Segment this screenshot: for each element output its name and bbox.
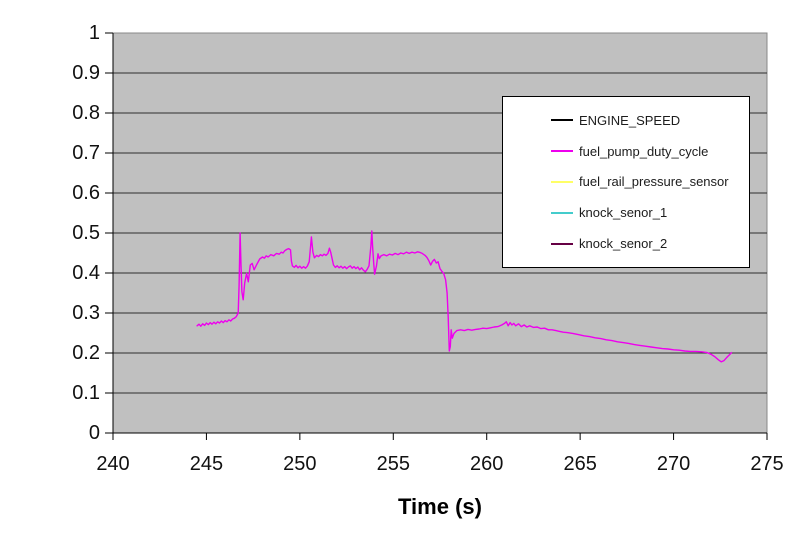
x-tick-label: 265 [563, 453, 597, 475]
legend-label: knock_senor_2 [579, 236, 668, 252]
x-tick-label: 250 [283, 453, 317, 475]
x-tick-label: 240 [96, 453, 130, 475]
y-tick-label: 0.7 [72, 142, 100, 164]
legend-line-sample [551, 150, 573, 153]
legend-label: knock_senor_1 [579, 205, 668, 221]
y-tick-label: 1 [88, 22, 100, 44]
y-tick-label: 0.3 [72, 302, 100, 324]
legend-label: ENGINE_SPEED [579, 112, 681, 128]
x-axis-title: Time (s) [398, 494, 482, 519]
y-tick-label: 0.5 [72, 222, 100, 244]
y-tick-label: 0.1 [72, 382, 100, 404]
x-tick-label: 245 [189, 453, 224, 475]
legend-entry: fuel_rail_pressure_sensor [551, 174, 745, 189]
legend-line-sample [551, 242, 573, 245]
y-tick-label: 0.2 [72, 342, 100, 364]
legend-line-sample [551, 180, 573, 183]
legend-entry: knock_senor_2 [551, 236, 745, 251]
series-line-fuel_pump_duty_cycle [196, 230, 733, 363]
y-tick-label: 0.6 [72, 182, 100, 204]
y-tick-label: 0.4 [72, 262, 100, 284]
legend-label: fuel_rail_pressure_sensor [579, 174, 729, 190]
legend-entry: fuel_pump_duty_cycle [551, 144, 745, 159]
x-tick-label: 255 [376, 453, 410, 475]
y-tick-label: 0 [88, 422, 100, 444]
y-tick-label: 0.8 [72, 102, 100, 124]
y-tick-label: 0.9 [72, 62, 100, 84]
legend-entry: ENGINE_SPEED [551, 113, 745, 128]
legend-label: fuel_pump_duty_cycle [579, 143, 709, 159]
x-tick-label: 270 [656, 453, 691, 475]
legend-entry: knock_senor_1 [551, 205, 745, 220]
legend: ENGINE_SPEED fuel_pump_duty_cycle fuel_rai… [502, 96, 750, 268]
x-tick-label: 275 [750, 453, 784, 475]
x-tick-label: 260 [470, 453, 504, 475]
legend-line-sample [551, 119, 573, 122]
legend-line-sample [551, 211, 573, 214]
